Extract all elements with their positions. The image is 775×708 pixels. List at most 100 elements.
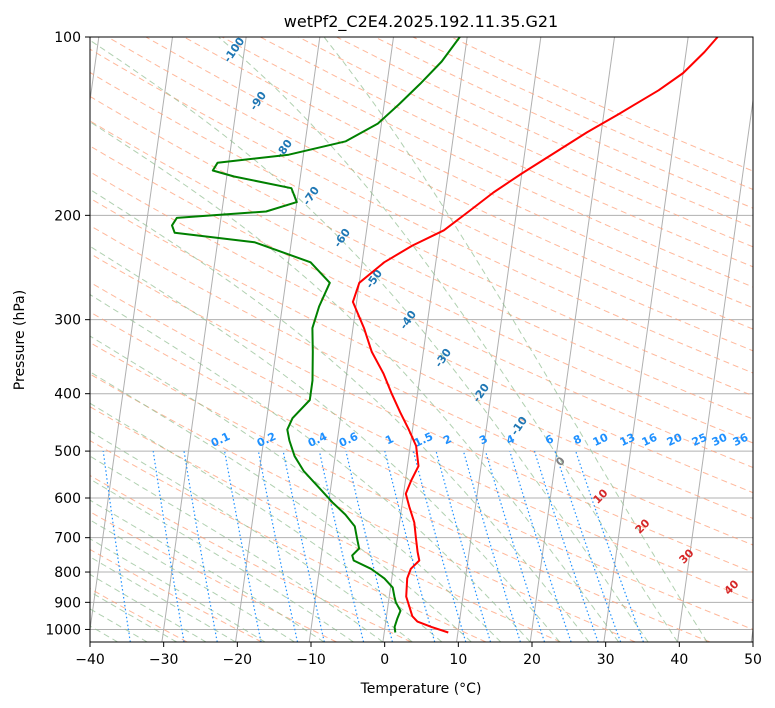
x-axis-label: Temperature (°C) bbox=[360, 681, 482, 697]
dry-adiabat-line bbox=[145, 37, 753, 330]
mixing-ratio-label: 20 bbox=[665, 431, 685, 449]
mixing-ratio-label: 0.1 bbox=[209, 430, 232, 450]
mixing-ratio-label: 2 bbox=[441, 432, 453, 447]
y-tick-label: 300 bbox=[54, 313, 81, 329]
dry-adiabat-line bbox=[90, 71, 753, 397]
dry-adiabat-line bbox=[90, 373, 636, 642]
plot-frame bbox=[89, 36, 754, 643]
moist-adiabat-label: 0 bbox=[553, 454, 568, 469]
mixing-ratio-line bbox=[257, 450, 299, 642]
dewpoint-profile-line bbox=[171, 37, 461, 633]
moist-adiabat-line bbox=[90, 39, 649, 642]
isotherm-line bbox=[529, 37, 615, 642]
mixing-ratio-label: 13 bbox=[618, 431, 637, 449]
dry-adiabat-line bbox=[90, 406, 561, 642]
moist-adiabat-label: 40 bbox=[722, 577, 742, 597]
x-tick-label: −20 bbox=[223, 652, 253, 668]
x-tick-label: 10 bbox=[449, 652, 467, 668]
dry-adiabat-line bbox=[90, 145, 753, 469]
mixing-ratio-label: 25 bbox=[690, 431, 709, 449]
moist-adiabat-line bbox=[90, 499, 325, 642]
x-axis-ticks: −40 −30 −20 −10 0 10 20 30 40 50 bbox=[75, 642, 762, 668]
dry-adiabat-line bbox=[90, 48, 753, 374]
moist-adiabat-line bbox=[90, 556, 236, 642]
moist-adiabat-line bbox=[90, 573, 207, 642]
mixing-ratio-label: 0.2 bbox=[255, 430, 278, 450]
y-tick-label: 800 bbox=[54, 565, 81, 581]
x-tick-label: −30 bbox=[149, 652, 179, 668]
isotherm-line bbox=[235, 37, 321, 642]
moist-adiabat-line bbox=[218, 37, 679, 642]
y-axis-ticks: 100 200 300 400 500 600 700 800 900 1000 bbox=[45, 30, 90, 638]
y-tick-label: 1000 bbox=[45, 622, 81, 638]
moist-adiabat-line bbox=[90, 455, 384, 642]
moist-adiabat-line bbox=[90, 188, 590, 642]
chart-title: wetPf2_C2E4.2025.192.11.35.G21 bbox=[284, 12, 558, 32]
dry-adiabat-line bbox=[90, 281, 753, 602]
moist-adiabat-line bbox=[90, 538, 266, 642]
mixing-ratio-label: 10 bbox=[591, 431, 611, 449]
y-axis-label: Pressure (hPa) bbox=[12, 290, 28, 390]
dry-adiabat-line bbox=[90, 252, 753, 573]
dry-adiabat-line bbox=[90, 95, 753, 420]
x-tick-label: 0 bbox=[380, 652, 389, 668]
dry-adiabat-line bbox=[90, 548, 263, 642]
isotherm-lines bbox=[90, 37, 753, 642]
dry-adiabat-line bbox=[90, 224, 753, 546]
moist-adiabat-line bbox=[90, 245, 561, 642]
y-tick-label: 700 bbox=[54, 531, 81, 547]
mixing-ratio-line bbox=[345, 450, 393, 642]
mixing-ratio-line bbox=[462, 450, 521, 642]
isotherm-line bbox=[382, 37, 468, 642]
mixing-ratio-line bbox=[435, 450, 492, 642]
dry-adiabat-line bbox=[221, 37, 753, 288]
isotherm-line bbox=[161, 37, 247, 642]
dry-adiabat-label: -80 bbox=[273, 137, 295, 161]
dry-adiabat-line bbox=[260, 37, 753, 268]
isotherm-line bbox=[90, 37, 173, 634]
y-tick-label: 600 bbox=[54, 491, 81, 507]
mixing-ratio-label: 36 bbox=[731, 431, 751, 449]
moist-adiabat-line bbox=[323, 37, 708, 642]
moist-adiabat-line bbox=[90, 591, 177, 642]
isotherm-line bbox=[750, 625, 753, 642]
x-tick-label: 40 bbox=[670, 652, 688, 668]
moist-adiabat-line bbox=[90, 335, 502, 642]
moist-adiabat-line bbox=[90, 519, 295, 642]
x-tick-label: −40 bbox=[75, 652, 105, 668]
mixing-ratio-lines bbox=[102, 450, 644, 642]
y-tick-label: 200 bbox=[54, 208, 81, 224]
mixing-ratio-line bbox=[224, 450, 262, 642]
mixing-ratio-line bbox=[282, 450, 325, 642]
isotherm-line bbox=[603, 37, 689, 642]
mixing-ratio-label: 0.4 bbox=[306, 430, 329, 450]
dry-adiabat-label: -60 bbox=[331, 226, 353, 250]
dry-adiabat-lines bbox=[90, 37, 753, 642]
dry-adiabat-line bbox=[90, 120, 753, 444]
dry-adiabat-label: -30 bbox=[432, 346, 454, 370]
moist-adiabat-line bbox=[90, 478, 354, 642]
moist-adiabat-label: 10 bbox=[591, 486, 611, 506]
dry-adiabat-line bbox=[336, 37, 753, 228]
mixing-ratio-line bbox=[384, 450, 436, 642]
mixing-ratio-line bbox=[575, 450, 644, 642]
mixing-ratio-label: 3 bbox=[477, 432, 489, 447]
mixing-ratio-line bbox=[183, 450, 218, 642]
x-tick-label: 50 bbox=[744, 652, 762, 668]
dry-adiabat-label: -90 bbox=[247, 89, 269, 113]
dry-adiabat-line bbox=[107, 37, 753, 352]
mixing-ratio-line bbox=[554, 450, 622, 642]
moist-adiabat-line bbox=[90, 121, 620, 642]
mixing-ratio-line bbox=[318, 450, 365, 642]
moist-adiabat-line bbox=[90, 294, 531, 642]
dry-adiabat-label: -40 bbox=[397, 308, 419, 332]
y-tick-label: 900 bbox=[54, 595, 81, 611]
dry-adiabat-line bbox=[90, 341, 711, 642]
mixing-ratio-line bbox=[102, 451, 131, 642]
isotherm-line bbox=[677, 96, 753, 642]
y-tick-label: 100 bbox=[54, 30, 81, 46]
y-tick-label: 500 bbox=[54, 444, 81, 460]
dry-adiabat-line bbox=[90, 171, 753, 494]
mixing-ratio-line bbox=[533, 450, 599, 642]
